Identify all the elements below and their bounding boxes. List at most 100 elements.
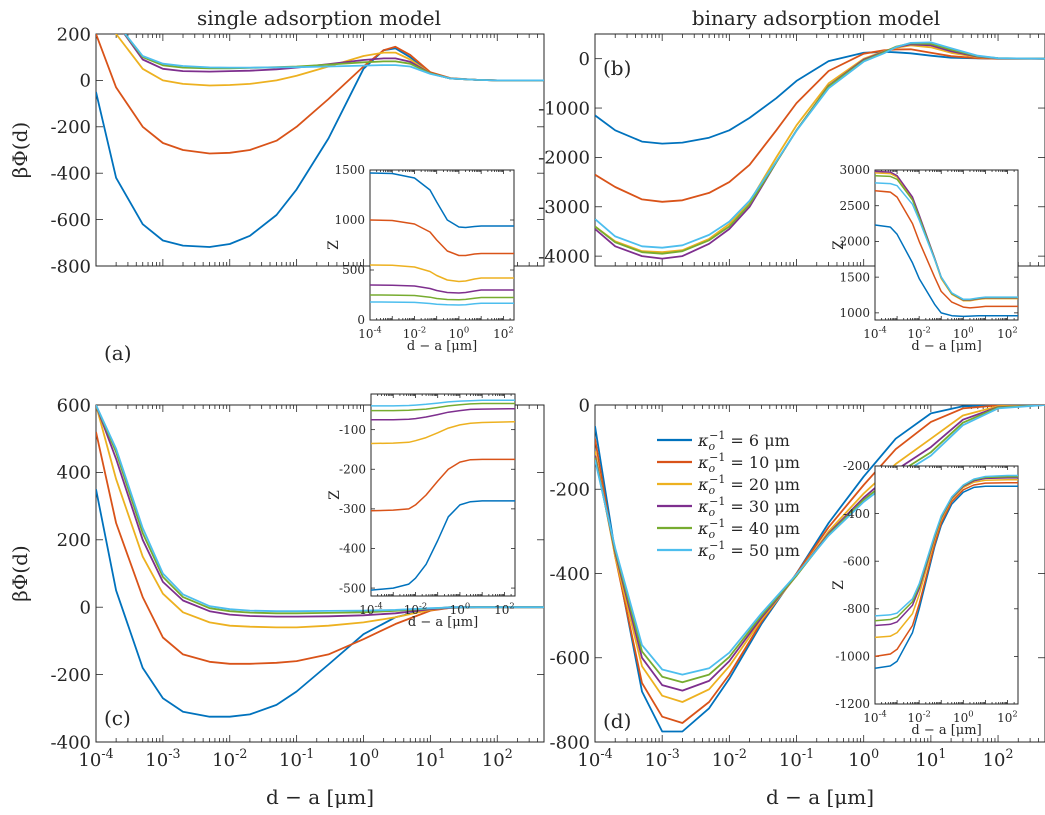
inset-c-series-line xyxy=(371,402,515,412)
inset-a-y-tick-label: 1500 xyxy=(334,163,365,177)
panel-d-x-tick-label: 10-2 xyxy=(712,746,747,771)
panel-b-series-line xyxy=(595,44,1045,254)
inset-b-y-tick-label: 3000 xyxy=(839,163,870,177)
panel-d-y-tick-label: -200 xyxy=(550,480,590,501)
inset-y-axis-label: Z xyxy=(327,490,343,500)
inset-a-x-tick-label: 10-4 xyxy=(358,325,381,341)
panel-c-y-tick-label: 0 xyxy=(80,598,91,619)
panel-d-x-tick-label: 10-4 xyxy=(577,746,612,771)
inset-c-x-tick-label: 100 xyxy=(450,601,471,617)
inset-a-series-line xyxy=(370,294,514,301)
panel-a-series-line xyxy=(124,34,544,82)
panel-c-y-tick-label: 400 xyxy=(57,463,91,484)
inset-d-y-tick-label: -800 xyxy=(843,602,870,616)
inset-b-series-line xyxy=(875,189,1018,309)
panel-b-series-line xyxy=(595,50,1045,145)
panel-d-x-tick-label: 102 xyxy=(983,746,1014,771)
inset-d-series-line xyxy=(875,474,1018,617)
legend-entry: κo−1 = 10 μm xyxy=(697,451,800,475)
inset-b-series-line xyxy=(875,182,1018,301)
panel-b-y-tick-label: -4000 xyxy=(538,246,590,267)
panel-label: (a) xyxy=(104,341,132,365)
inset-d-x-tick-label: 10-2 xyxy=(907,709,930,725)
inset-b-y-tick-label: 2500 xyxy=(839,199,870,213)
legend-entry: κo−1 = 6 μm xyxy=(697,429,790,453)
inset-c-y-tick-label: -300 xyxy=(339,502,366,516)
inset-c-series-line xyxy=(371,420,515,445)
left-column-title: single adsorption model xyxy=(197,6,441,30)
inset-x-axis-label: d − a [μm] xyxy=(911,339,981,354)
inset-x-axis-label: d − a [μm] xyxy=(408,615,478,630)
inset-a-series-line xyxy=(370,219,514,257)
inset-c-series-line xyxy=(371,500,515,591)
panel-d-series-line xyxy=(595,405,1045,684)
legend-entry: κo−1 = 40 μm xyxy=(697,517,800,541)
inset-a-y-tick-label: 1000 xyxy=(334,213,365,227)
inset-a-series-line xyxy=(370,172,514,229)
panel-c-x-tick-label: 10-4 xyxy=(78,746,113,771)
panel-b-y-tick-label: -3000 xyxy=(538,197,590,218)
inset-x-axis-label: d − a [μm] xyxy=(911,723,981,738)
inset-b-y-tick-label: 2000 xyxy=(839,235,870,249)
inset-y-axis-label: Z xyxy=(831,580,847,590)
inset-b-y-tick-label: 1500 xyxy=(839,270,870,284)
panel-b: 0 -1000 -2000 -3000 -4000 (b) 3000 2500 2000 1500… xyxy=(538,33,1045,354)
panel-b-y-tick-label: -2000 xyxy=(538,148,590,169)
panel-d-y-tick-label: 0 xyxy=(579,395,590,416)
inset-a-series-line xyxy=(370,264,514,283)
panel-c-x-tick-label: 10-2 xyxy=(212,746,247,771)
panel-c-series-line xyxy=(96,405,544,613)
plots-layer: 2000-200-400-600-800(a)βΦ(d) 150010005000… xyxy=(8,24,1045,809)
inset-a-y-tick-label: 0 xyxy=(357,313,365,327)
legend-entry: κo−1 = 20 μm xyxy=(697,473,800,497)
y-axis-label: βΦ(d) xyxy=(8,545,32,601)
panel-b-y-tick-label: 0 xyxy=(579,49,590,70)
inset-d-x-tick-label: 102 xyxy=(997,709,1018,725)
panel-a-y-tick-label: 200 xyxy=(57,24,91,45)
panel-c-y-tick-label: -200 xyxy=(51,665,91,686)
panel-c-x-tick-label: 101 xyxy=(415,746,446,771)
panel-c-y-tick-label: 600 xyxy=(57,395,91,416)
panel-d-x-tick-label: 10-1 xyxy=(779,746,814,771)
panel-b-series-line xyxy=(595,48,1045,203)
inset-b-x-tick-label: 102 xyxy=(997,325,1018,341)
inset-b-x-tick-label: 10-4 xyxy=(863,325,886,341)
inset-b-x-tick-label: 100 xyxy=(953,325,974,341)
inset-d-y-tick-label: -1000 xyxy=(835,650,870,664)
panel-c-x-tick-label: 102 xyxy=(482,746,513,771)
inset-d-y-tick-label: -400 xyxy=(843,507,870,521)
inset-y-axis-label: Z xyxy=(831,240,847,250)
panel-c-x-tick-label: 100 xyxy=(348,746,379,771)
inset-a-series-line xyxy=(370,284,514,294)
inset-d-x-tick-label: 100 xyxy=(953,709,974,725)
inset-d-series-line xyxy=(875,481,1018,658)
y-axis-label: βΦ(d) xyxy=(8,122,32,178)
inset-d-x-tick-label: 10-4 xyxy=(863,709,886,725)
panel-a-y-tick-label: -200 xyxy=(51,117,91,138)
inset-b-x-tick-label: 10-2 xyxy=(907,325,930,341)
inset-c-y-tick-label: -500 xyxy=(339,581,366,595)
x-axis-label: d − a [μm] xyxy=(266,785,374,809)
inset-c-y-tick-label: -200 xyxy=(339,462,366,476)
inset-d-y-tick-label: -600 xyxy=(843,554,870,568)
panel-a-y-tick-label: -600 xyxy=(51,210,91,231)
panel-a-y-tick-label: -800 xyxy=(51,256,91,277)
inset-c-series-line xyxy=(371,407,515,421)
panel-a-y-tick-label: 0 xyxy=(80,71,91,92)
panel-b-series-line xyxy=(595,41,1045,249)
panel-a-y-tick-label: -400 xyxy=(51,164,91,185)
inset-d-axes-frame xyxy=(874,465,1019,705)
legend-entry: κo−1 = 30 μm xyxy=(697,495,800,519)
inset-c-series-line xyxy=(371,458,515,512)
inset-c-x-tick-label: 10-2 xyxy=(404,601,427,617)
panel-d-y-tick-label: -800 xyxy=(550,732,590,753)
inset-b-series-line xyxy=(875,224,1018,318)
inset-c-y-tick-label: -100 xyxy=(339,423,366,437)
panel-d-x-tick-label: 101 xyxy=(915,746,946,771)
panel-d-y-tick-label: -600 xyxy=(550,648,590,669)
panel-c-x-tick-label: 10-3 xyxy=(145,746,180,771)
inset-a-x-tick-label: 10-2 xyxy=(403,325,426,341)
panel-c-y-tick-label: -400 xyxy=(51,732,91,753)
